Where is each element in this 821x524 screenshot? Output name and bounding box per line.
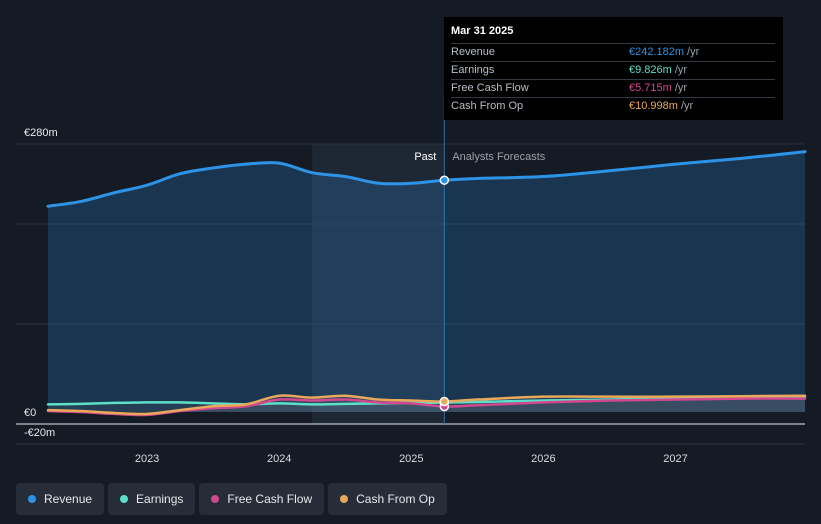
x-tick-label: 2023 xyxy=(135,453,159,465)
series-lines xyxy=(46,150,807,417)
revenue-area xyxy=(48,151,805,412)
legend-label: Earnings xyxy=(136,492,184,506)
x-tick-label: 2025 xyxy=(399,453,423,465)
legend-item-earnings[interactable]: Earnings xyxy=(108,483,196,515)
y-tick-label: -€20m xyxy=(24,427,55,439)
tooltip-series-name: Earnings xyxy=(451,64,495,76)
x-tick-label: 2026 xyxy=(531,453,555,465)
past-highlight-band xyxy=(312,144,445,424)
tooltip-date: Mar 31 2025 xyxy=(451,25,514,37)
legend-dot-icon xyxy=(28,495,36,503)
revenue-marker xyxy=(439,175,450,185)
x-tick-label: 2027 xyxy=(663,453,687,465)
legend-dot-icon xyxy=(340,495,349,503)
legend-item-cash-from-op[interactable]: Cash From Op xyxy=(328,483,447,515)
gridlines xyxy=(16,95,805,445)
cash-from-op-line xyxy=(46,394,807,416)
tooltip-series-value: €5.715m/yr xyxy=(629,82,688,94)
tooltip: Mar 31 2025 Revenue €242.182m/yr Earnings €… xyxy=(444,17,783,120)
tooltip-series-name: Free Cash Flow xyxy=(451,82,529,94)
tooltip-series-name: Cash From Op xyxy=(451,100,524,112)
legend-label: Revenue xyxy=(44,492,93,506)
legend-dot-icon xyxy=(120,495,129,503)
cash-from-op-marker xyxy=(439,396,450,407)
y-axis: €280m €0 -€20m xyxy=(24,127,58,439)
x-axis: 2023 2024 2025 2026 2027 xyxy=(135,453,688,465)
legend-label: Cash From Op xyxy=(356,492,435,506)
legend-item-free-cash-flow[interactable]: Free Cash Flow xyxy=(199,483,325,515)
tooltip-row: Free Cash Flow €5.715m/yr xyxy=(451,79,775,97)
revenue-line xyxy=(46,150,807,208)
forecast-label: Analysts Forecasts xyxy=(452,151,545,163)
tooltip-series-value: €242.182m/yr xyxy=(629,46,700,58)
tooltip-series-value: €10.998m/yr xyxy=(629,100,694,112)
legend-item-revenue[interactable]: Revenue xyxy=(16,483,105,515)
past-label: Past xyxy=(414,151,436,163)
region-labels: Past Analysts Forecasts xyxy=(414,151,545,163)
y-tick-label: €0 xyxy=(24,407,36,419)
legend-dot-icon xyxy=(211,495,220,503)
tooltip-series-name: Revenue xyxy=(451,46,496,58)
tooltip-series-value: €9.826m/yr xyxy=(629,64,688,76)
x-tick-label: 2024 xyxy=(267,453,291,465)
tooltip-row: Revenue €242.182m/yr xyxy=(451,43,775,61)
series-areas xyxy=(48,151,805,416)
tooltip-row: Earnings €9.826m/yr xyxy=(451,61,775,79)
y-tick-label: €280m xyxy=(24,127,58,139)
legend: Revenue Earnings Free Cash Flow Cash From O… xyxy=(16,483,447,515)
hover-markers xyxy=(439,175,450,412)
legend-label: Free Cash Flow xyxy=(227,492,313,506)
free-cash-flow-area xyxy=(48,398,805,416)
tooltip-row: Cash From Op €10.998m/yr xyxy=(451,97,775,115)
